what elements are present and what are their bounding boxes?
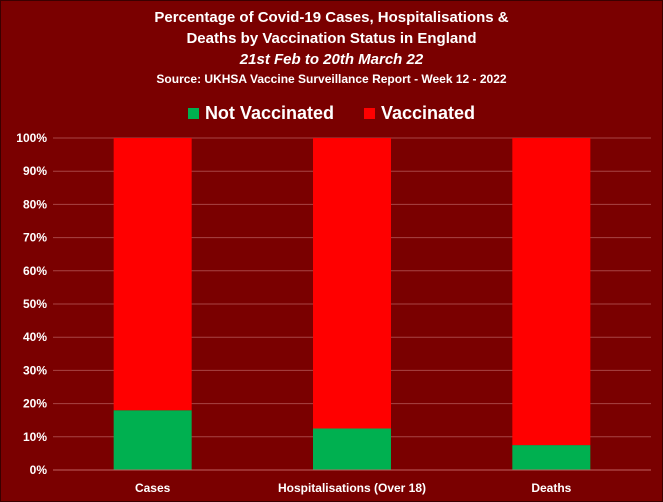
- chart-title-line-2: Deaths by Vaccination Status in England: [186, 30, 477, 47]
- chart-title-block: Percentage of Covid-19 Cases, Hospitalis…: [1, 7, 662, 88]
- bar-vaccinated-0: [113, 138, 192, 411]
- y-tick-label-7: 70%: [23, 231, 47, 245]
- chart-source: Source: UKHSA Vaccine Surveillance Repor…: [156, 72, 507, 86]
- legend-item-vaccinated: Vaccinated: [363, 103, 476, 124]
- y-tick-label-6: 60%: [23, 264, 47, 278]
- bar-vaccinated-1: [313, 138, 391, 429]
- y-tick-label-1: 10%: [23, 430, 47, 444]
- legend-swatch-not-vaccinated: [187, 108, 199, 119]
- y-tick-label-5: 50%: [23, 297, 47, 311]
- bar-not-vaccinated-2: [512, 445, 591, 470]
- y-tick-label-10: 100%: [16, 131, 47, 145]
- y-tick-label-3: 30%: [23, 363, 47, 377]
- bar-vaccinated-2: [512, 138, 591, 446]
- y-tick-label-8: 80%: [23, 197, 47, 211]
- legend-item-not-vaccinated: Not Vaccinated: [187, 103, 334, 124]
- x-category-label-1: Hospitalisations (Over 18): [278, 481, 426, 495]
- y-tick-label-9: 90%: [23, 164, 47, 178]
- chart-title-line-1: Percentage of Covid-19 Cases, Hospitalis…: [154, 9, 509, 26]
- bar-not-vaccinated-1: [313, 428, 391, 470]
- x-category-label-2: Deaths: [531, 481, 571, 495]
- bar-not-vaccinated-0: [113, 410, 192, 470]
- x-category-label-0: Cases: [135, 481, 171, 495]
- y-tick-label-4: 40%: [23, 330, 47, 344]
- chart-subtitle: 21st Feb to 20th March 22: [239, 51, 424, 68]
- chart-legend: Not Vaccinated Vaccinated: [1, 103, 662, 124]
- y-tick-label-2: 20%: [23, 397, 47, 411]
- legend-label-vaccinated: Vaccinated: [380, 103, 476, 123]
- legend-label-not-vaccinated: Not Vaccinated: [204, 103, 334, 123]
- legend-swatch-vaccinated: [363, 108, 375, 119]
- y-tick-label-0: 0%: [30, 463, 48, 477]
